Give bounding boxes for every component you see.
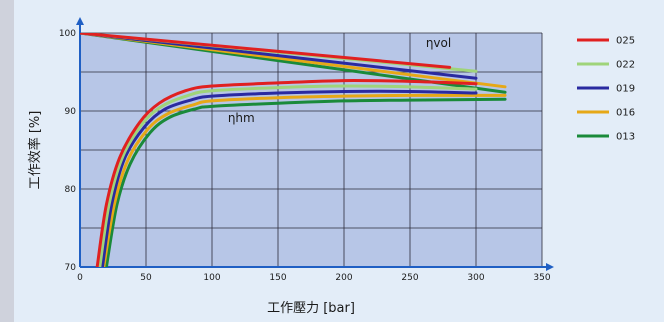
series-025-vol-line (80, 33, 452, 69)
axes (76, 17, 554, 271)
x-tick-label: 50 (140, 273, 152, 283)
legend-label-025: 025 (616, 36, 635, 47)
legend-label-016: 016 (616, 108, 635, 119)
series-022-hm-line (98, 84, 478, 267)
series-013-hm-line (104, 97, 507, 267)
annotations: ηvol ηhm (228, 36, 451, 125)
annotation-eta-vol: ηvol (426, 36, 451, 50)
y-tick-label: 80 (65, 185, 77, 195)
x-axis-title: 工作壓力 [bar] (267, 301, 355, 316)
legend: 025 022 019 016 013 (577, 36, 635, 143)
x-axis-arrow (546, 263, 554, 271)
x-tick-label: 0 (77, 273, 83, 283)
x-tick-label: 200 (335, 273, 352, 283)
y-axis-arrow (76, 17, 84, 25)
x-tick-label: 350 (533, 273, 550, 283)
x-tick-label: 300 (467, 273, 484, 283)
legend-label-013: 013 (616, 132, 635, 143)
y-axis-title: 工作效率 [%] (27, 111, 43, 190)
x-tick-label: 250 (401, 273, 418, 283)
y-tick-label: 100 (59, 29, 76, 39)
legend-label-022: 022 (616, 60, 635, 71)
annotation-eta-hm: ηhm (228, 111, 255, 125)
series-lines (80, 33, 507, 267)
series-025-hm-line (95, 79, 478, 267)
x-tick-label: 100 (203, 273, 220, 283)
y-tick-label: 70 (65, 263, 77, 273)
series-016-hm-line (102, 93, 507, 267)
y-tick-label: 90 (65, 107, 77, 117)
series-019-hm-line (100, 89, 478, 267)
tick-labels: 0 50 100 150 200 250 300 350 70 80 90 100 (59, 29, 551, 283)
x-tick-label: 150 (269, 273, 286, 283)
legend-label-019: 019 (616, 84, 635, 95)
